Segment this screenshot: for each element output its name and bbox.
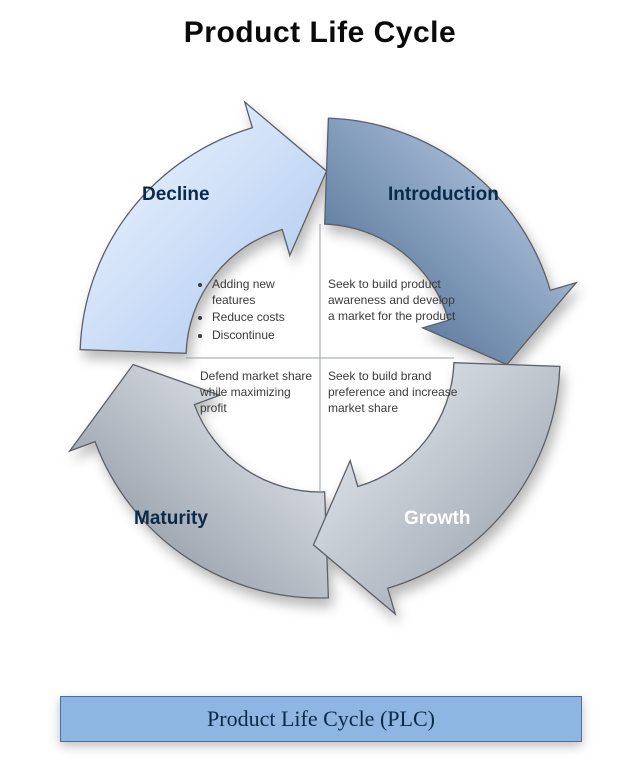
- label-introduction: Introduction: [388, 184, 499, 206]
- desc-item: Reduce costs: [212, 309, 316, 325]
- footer-bar: Product Life Cycle (PLC): [60, 696, 582, 742]
- cycle-diagram: Decline Introduction Growth Maturity Adding…: [0, 54, 640, 662]
- footer-label: Product Life Cycle (PLC): [207, 706, 435, 732]
- desc-maturity: Defend market share while maximizing pro…: [200, 368, 320, 417]
- cycle-svg: [0, 54, 640, 662]
- desc-introduction: Seek to build product awareness and deve…: [328, 276, 458, 325]
- label-growth: Growth: [404, 508, 471, 530]
- desc-item: Adding new features: [212, 276, 316, 308]
- desc-growth: Seek to build brand preference and incre…: [328, 368, 458, 417]
- arrow-growth: [325, 118, 576, 364]
- desc-decline: Adding new featuresReduce costs Discontin…: [196, 276, 316, 344]
- label-decline: Decline: [142, 184, 210, 206]
- label-maturity: Maturity: [134, 508, 208, 530]
- desc-item: Discontinue: [212, 327, 316, 343]
- page-title: Product Life Cycle: [0, 16, 640, 50]
- quadrant-lines: [186, 224, 454, 492]
